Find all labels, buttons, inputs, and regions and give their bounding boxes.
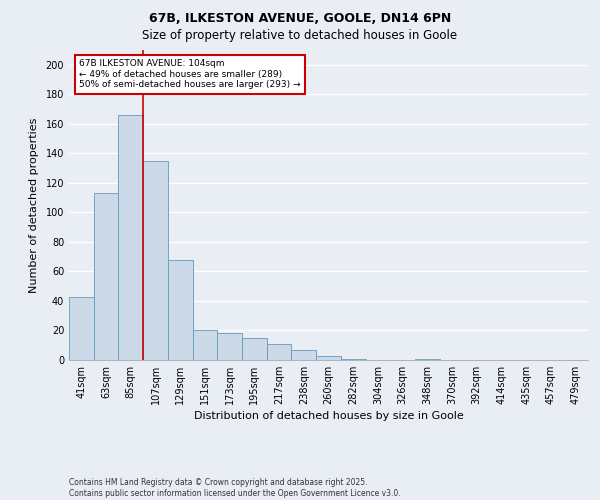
Bar [292,350,316,360]
Bar [316,356,341,360]
Bar [341,358,365,360]
Bar [267,344,292,360]
Bar [118,115,143,360]
Text: 67B, ILKESTON AVENUE, GOOLE, DN14 6PN: 67B, ILKESTON AVENUE, GOOLE, DN14 6PN [149,12,451,26]
Y-axis label: Number of detached properties: Number of detached properties [29,118,38,292]
Text: 67B ILKESTON AVENUE: 104sqm
← 49% of detached houses are smaller (289)
50% of se: 67B ILKESTON AVENUE: 104sqm ← 49% of det… [79,60,301,89]
Bar [193,330,217,360]
X-axis label: Distribution of detached houses by size in Goole: Distribution of detached houses by size … [194,411,463,421]
Bar [415,358,440,360]
Bar [168,260,193,360]
Bar [143,160,168,360]
Bar [94,193,118,360]
Bar [69,296,94,360]
Text: Size of property relative to detached houses in Goole: Size of property relative to detached ho… [142,29,458,42]
Bar [242,338,267,360]
Bar [217,334,242,360]
Text: Contains HM Land Registry data © Crown copyright and database right 2025.
Contai: Contains HM Land Registry data © Crown c… [69,478,401,498]
